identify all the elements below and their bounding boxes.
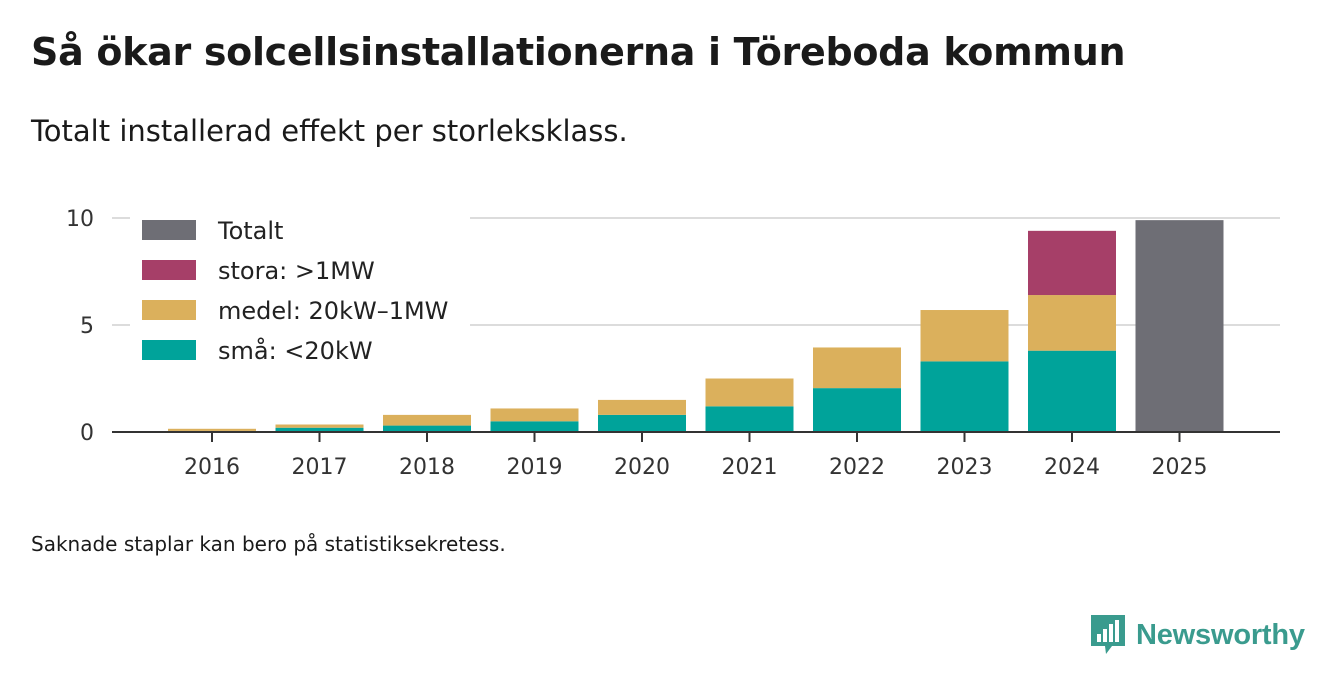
legend-label: små: <20kW (218, 336, 373, 365)
bar-2024-series-0 (1028, 350, 1116, 432)
bar-2022-series-1 (813, 347, 901, 389)
y-tick-label: 5 (80, 314, 94, 339)
bar-2017-series-1 (275, 424, 364, 428)
bar-2017-series-0 (275, 427, 364, 432)
brand-name: Newsworthy (1136, 618, 1305, 651)
axes: 0 5 10 2016 2017 2018 2019 2020 2021 2022 2023 2024… (66, 207, 1280, 480)
bar-2018-series-0 (383, 425, 471, 432)
x-tick-label: 2023 (937, 455, 993, 480)
footnote: Saknade staplar kan bero på statistiksek… (31, 532, 506, 556)
bar-2024-series-2 (1028, 230, 1116, 296)
legend-swatch (142, 260, 196, 280)
bar-2022-series-0 (813, 388, 901, 432)
bar-2019-series-1 (490, 408, 579, 422)
x-tick-label: 2024 (1044, 455, 1100, 480)
x-tick-label: 2021 (722, 455, 778, 480)
bar-2024-series-1 (1028, 295, 1116, 351)
bar-2021-series-0 (705, 406, 794, 432)
x-tick-label: 2020 (614, 455, 670, 480)
x-tick-label: 2018 (399, 455, 455, 480)
bar-2020-series-1 (598, 399, 686, 415)
legend-swatch (142, 220, 196, 240)
bar-2023-series-1 (920, 310, 1009, 362)
legend: Totalt stora: >1MW medel: 20kW–1MW små: <20… (130, 216, 470, 388)
bar-2019-series-0 (490, 421, 579, 432)
legend-label: stora: >1MW (218, 257, 375, 285)
brand-logo: Newsworthy (1088, 610, 1305, 660)
bars (168, 220, 1224, 432)
bar-2025-series-3 (1135, 220, 1224, 432)
x-tick-label: 2017 (292, 455, 348, 480)
x-tick-label: 2025 (1152, 455, 1208, 480)
legend-swatch (142, 300, 196, 320)
x-tick-label: 2022 (829, 455, 885, 480)
y-tick-label: 0 (80, 421, 94, 446)
chart-title: Så ökar solcellsinstallationerna i Töreb… (31, 30, 1126, 74)
legend-label: medel: 20kW–1MW (218, 297, 448, 325)
y-tick-label: 10 (66, 207, 94, 232)
x-tick-label: 2016 (184, 455, 240, 480)
bar-2021-series-1 (705, 378, 794, 407)
legend-swatch (142, 340, 196, 360)
bar-2016-series-1 (168, 428, 256, 431)
bar-chart: 0 5 10 2016 2017 2018 2019 2020 2021 2022 2023 2024… (66, 207, 1280, 480)
bar-2023-series-0 (920, 361, 1009, 432)
x-tick-label: 2019 (507, 455, 563, 480)
chart-subtitle: Totalt installerad effekt per storlekskl… (31, 114, 628, 148)
bar-2020-series-0 (598, 414, 686, 432)
newsworthy-logo-icon (1091, 615, 1125, 654)
legend-label: Totalt (217, 217, 283, 245)
bar-2018-series-1 (383, 414, 471, 426)
